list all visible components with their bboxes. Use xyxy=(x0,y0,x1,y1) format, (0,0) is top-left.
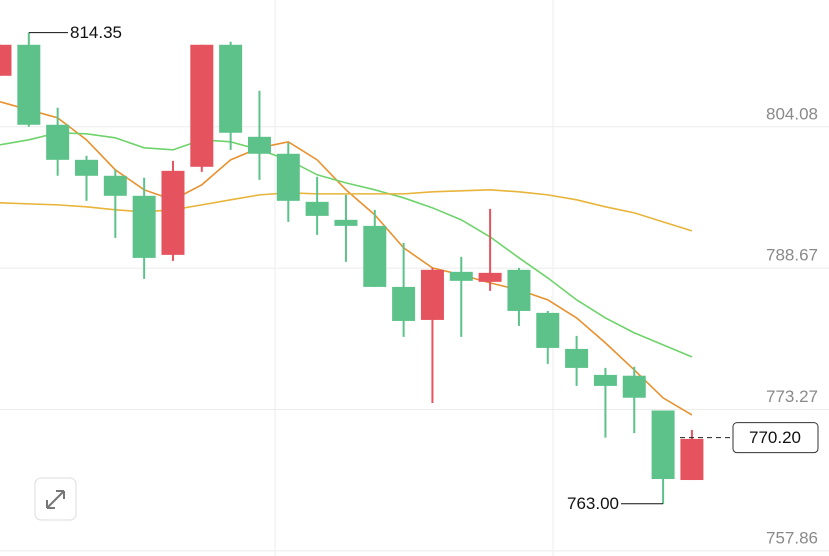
candle-body xyxy=(507,269,531,311)
candle-body xyxy=(219,44,243,133)
candle-body xyxy=(651,410,675,480)
candle-body xyxy=(449,271,473,281)
last-price-box xyxy=(732,422,819,454)
candle-body xyxy=(46,124,70,160)
candle-body xyxy=(161,170,185,255)
candle-body xyxy=(190,44,214,167)
y-tick-label: 757.86 xyxy=(766,528,818,547)
candle-body xyxy=(132,195,156,258)
candle-body xyxy=(276,153,300,201)
y-tick-label: 788.67 xyxy=(766,246,818,265)
ma-line xyxy=(0,131,693,358)
candle-body xyxy=(247,136,271,154)
candle-body xyxy=(420,269,444,320)
y-tick-label: 773.27 xyxy=(766,387,818,406)
candle-body xyxy=(103,175,127,196)
high-label: 814.35 xyxy=(70,23,122,42)
candle-body xyxy=(478,272,502,282)
candle-body xyxy=(17,44,41,125)
candle-body xyxy=(363,225,387,287)
expand-icon xyxy=(46,490,65,509)
low-label: 763.00 xyxy=(567,494,619,513)
candle-body xyxy=(622,375,646,398)
candle-body xyxy=(565,348,589,368)
y-tick-label: 804.08 xyxy=(766,104,818,123)
last-price-label: 770.20 xyxy=(749,428,801,447)
candle-body xyxy=(680,438,704,481)
candle-body xyxy=(334,219,358,226)
candle-body xyxy=(74,159,98,176)
candle-body xyxy=(392,286,416,321)
candle-body xyxy=(305,201,329,216)
candle-body xyxy=(593,374,617,386)
candle-body xyxy=(0,44,12,76)
candle-body xyxy=(536,312,560,348)
